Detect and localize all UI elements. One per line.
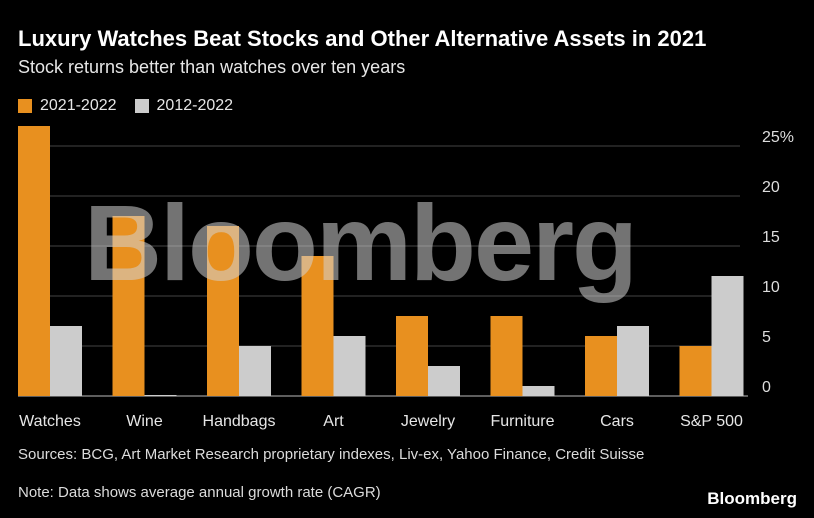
bar-series-b bbox=[239, 346, 271, 396]
bloomberg-logo: Bloomberg bbox=[707, 489, 797, 508]
legend-item-series-a: 2021-2022 bbox=[18, 97, 117, 115]
legend-swatch-series-b bbox=[134, 99, 149, 113]
legend: 2021-2022 2012-2022 bbox=[18, 97, 251, 115]
bar-series-a bbox=[490, 316, 523, 396]
legend-item-series-b: 2012-2022 bbox=[134, 97, 234, 115]
x-category-label: Wine bbox=[126, 413, 163, 430]
bar-series-a bbox=[585, 336, 617, 396]
y-tick-label: 0 bbox=[762, 379, 771, 396]
bar-series-a bbox=[301, 256, 334, 396]
bar-series-b bbox=[617, 326, 649, 396]
x-category-label: Furniture bbox=[490, 413, 554, 430]
y-tick-label: 5 bbox=[762, 329, 771, 346]
legend-label-series-a: 2021-2022 bbox=[40, 97, 117, 114]
x-category-label: Jewelry bbox=[401, 413, 455, 430]
bar-series-b bbox=[144, 395, 177, 396]
chart-subtitle: Stock returns better than watches over t… bbox=[18, 57, 406, 77]
bar-layer bbox=[18, 126, 744, 396]
bar-series-b bbox=[333, 336, 366, 396]
label-layer: 0 5 10 15 20 25% Watches Wine Handbags Art Jewelry… bbox=[19, 129, 794, 430]
chart-title: Luxury Watches Beat Stocks and Other Alt… bbox=[18, 26, 707, 51]
x-category-label: S&P 500 bbox=[680, 413, 743, 430]
y-tick-label: 25% bbox=[762, 129, 794, 146]
y-tick-label: 15 bbox=[762, 229, 780, 246]
sources-text: Sources: BCG, Art Market Research propri… bbox=[18, 446, 645, 463]
x-category-label: Art bbox=[323, 413, 344, 430]
bar-series-a bbox=[207, 226, 239, 396]
x-category-label: Watches bbox=[19, 413, 81, 430]
x-category-label: Handbags bbox=[203, 413, 276, 430]
bar-series-a bbox=[396, 316, 428, 396]
bar-series-b bbox=[50, 326, 82, 396]
bar-series-a bbox=[18, 126, 50, 396]
bar-series-b bbox=[428, 366, 460, 396]
y-tick-label: 20 bbox=[762, 179, 780, 196]
note-text: Note: Data shows average annual growth r… bbox=[18, 484, 381, 501]
x-category-label: Cars bbox=[600, 413, 634, 430]
bar-series-a bbox=[112, 216, 145, 396]
legend-label-series-b: 2012-2022 bbox=[156, 97, 234, 114]
bar-series-b bbox=[711, 276, 744, 396]
bar-chart: 0 5 10 15 20 25% Watches Wine Handbags Art Jewelry… bbox=[18, 126, 794, 430]
bar-series-a bbox=[679, 346, 712, 396]
bar-series-b bbox=[522, 386, 555, 396]
legend-swatch-series-a bbox=[18, 99, 32, 113]
y-tick-label: 10 bbox=[762, 279, 780, 296]
